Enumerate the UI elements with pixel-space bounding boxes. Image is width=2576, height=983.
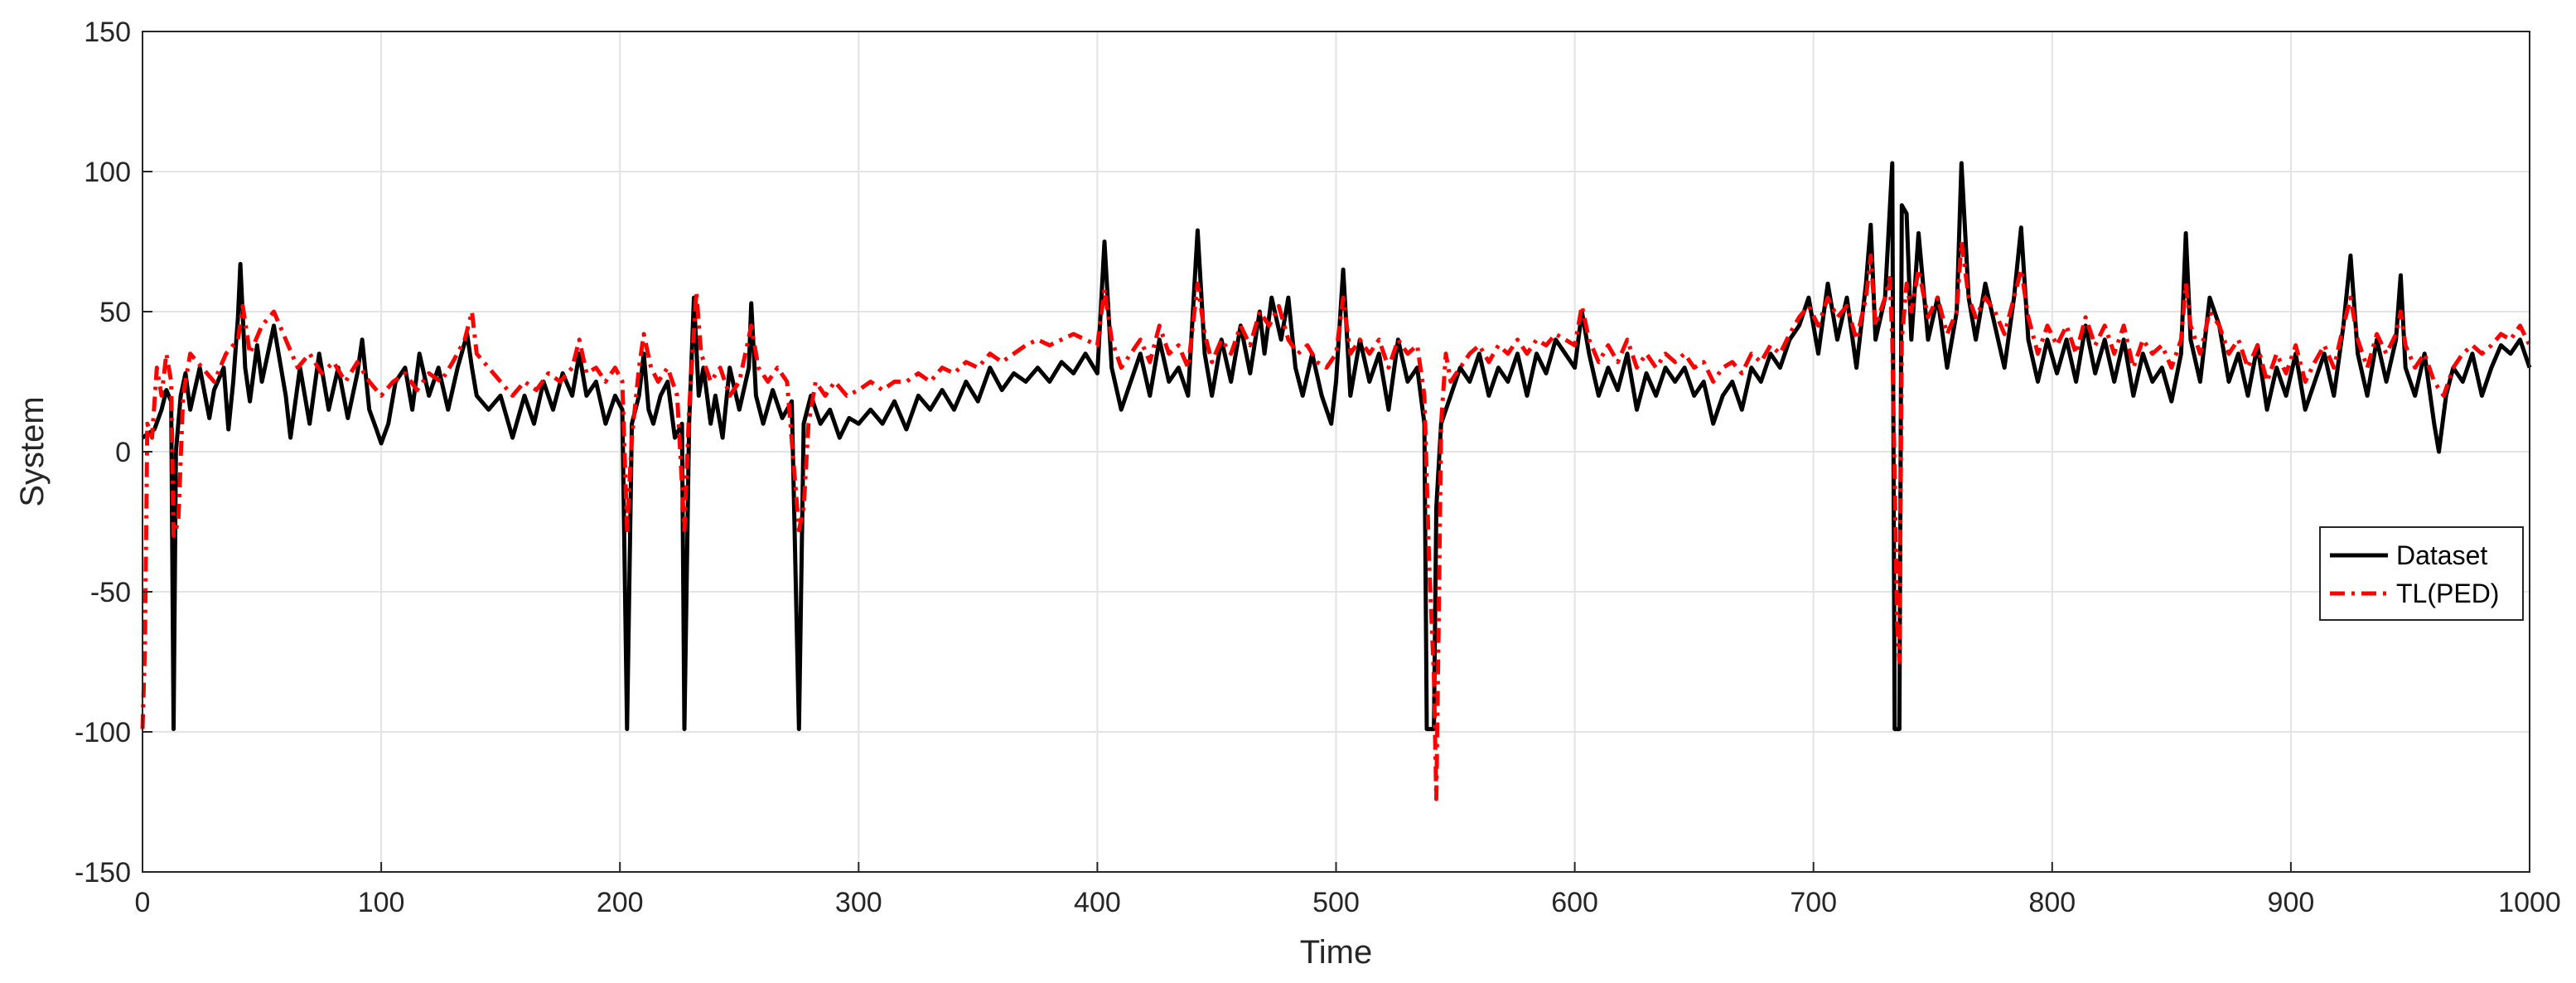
x-tick-label: 800: [2028, 887, 2076, 918]
x-tick-label: 600: [1551, 887, 1598, 918]
x-axis: 0 100 200 300 400 500 600 700 800 900 1000: [135, 862, 2561, 918]
y-tick-label: -100: [75, 717, 131, 748]
y-tick-label: 0: [115, 437, 131, 468]
legend-label-dataset: Dataset: [2396, 540, 2487, 570]
x-tick-label: 900: [2268, 887, 2315, 918]
legend-box: [2319, 526, 2524, 621]
x-tick-label: 0: [135, 887, 151, 918]
legend: Dataset TL(PED): [2319, 526, 2524, 621]
y-tick-label: -150: [75, 857, 131, 889]
x-tick-label: 1000: [2498, 887, 2561, 918]
y-tick-label: -50: [90, 577, 131, 608]
series-lines: [140, 161, 2532, 801]
series-line-dataset: [141, 161, 2532, 732]
y-tick-label: 50: [99, 297, 131, 328]
legend-label-tl-ped: TL(PED): [2396, 579, 2499, 608]
y-tick-label: 100: [84, 157, 131, 188]
x-axis-label: Time: [1300, 934, 1372, 971]
x-tick-label: 400: [1074, 887, 1121, 918]
x-tick-label: 700: [1790, 887, 1837, 918]
x-tick-label: 200: [597, 887, 644, 918]
y-tick-label: 150: [84, 17, 131, 48]
y-axis-label: System: [14, 396, 51, 506]
x-tick-label: 500: [1312, 887, 1360, 918]
x-tick-label: 300: [835, 887, 882, 918]
y-axis: 150 100 50 0 -50 -100 -150: [75, 17, 152, 889]
x-tick-label: 100: [358, 887, 405, 918]
